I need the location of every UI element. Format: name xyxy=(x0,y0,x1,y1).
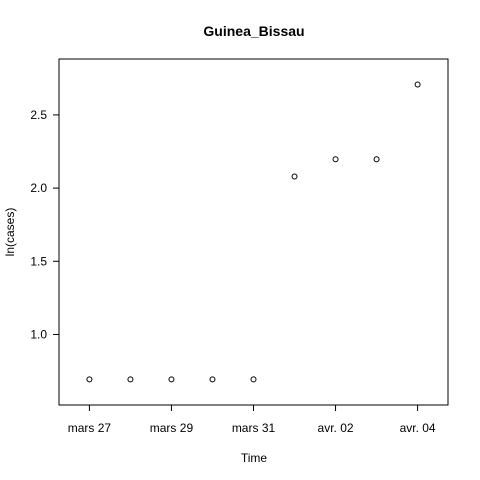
y-axis-label: ln(cases) xyxy=(3,208,17,257)
data-point xyxy=(209,376,216,383)
data-point xyxy=(86,376,93,383)
data-point xyxy=(291,173,298,180)
data-point xyxy=(250,376,257,383)
y-tick-label: 2.5 xyxy=(30,108,47,122)
x-tick-label: avr. 04 xyxy=(400,421,436,435)
y-axis: 1.0 1.5 2.0 2.5 xyxy=(30,108,59,341)
data-point xyxy=(127,376,134,383)
x-tick-label: mars 31 xyxy=(232,421,276,435)
x-tick-label: mars 27 xyxy=(68,421,112,435)
data-points xyxy=(86,81,421,383)
x-axis-label: Time xyxy=(241,451,268,465)
data-point xyxy=(414,81,421,88)
y-tick-label: 2.0 xyxy=(30,181,47,195)
y-tick-label: 1.5 xyxy=(30,254,47,268)
data-point xyxy=(168,376,175,383)
chart-title: Guinea_Bissau xyxy=(203,23,304,39)
y-tick-label: 1.0 xyxy=(30,327,47,341)
x-tick-label: avr. 02 xyxy=(318,421,354,435)
data-point xyxy=(332,156,339,163)
x-tick-label: mars 29 xyxy=(150,421,194,435)
x-axis: mars 27 mars 29 mars 31 avr. 02 avr. 04 xyxy=(68,405,436,435)
data-point xyxy=(373,156,380,163)
